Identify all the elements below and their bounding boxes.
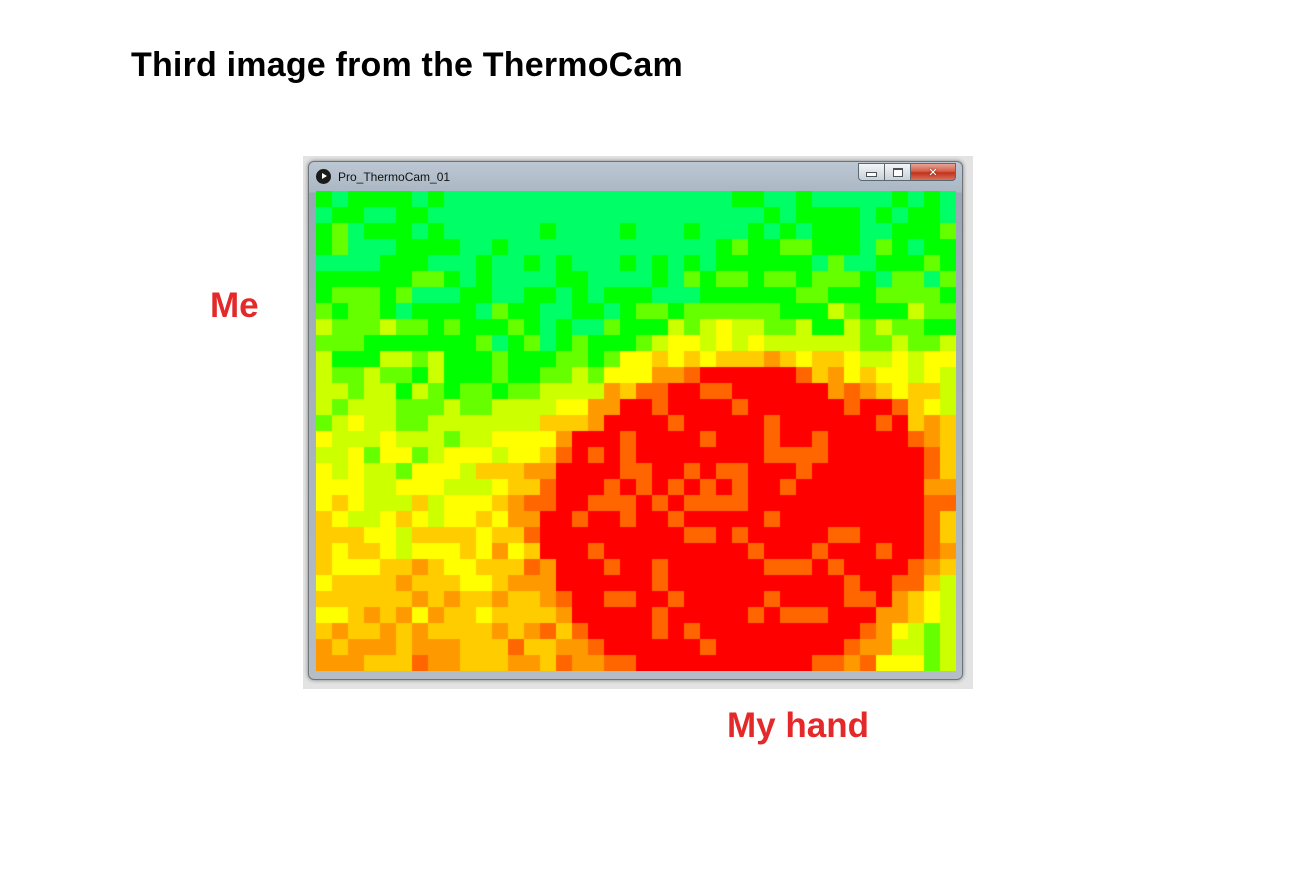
window-controls xyxy=(858,163,956,181)
maximize-icon[interactable] xyxy=(885,163,911,181)
close-icon[interactable] xyxy=(911,163,956,181)
page-title: Third image from the ThermoCam xyxy=(131,46,683,84)
window-title-bar[interactable]: Pro_ThermoCam_01 xyxy=(309,162,962,192)
window-title: Pro_ThermoCam_01 xyxy=(338,170,451,184)
annotation-me: Me xyxy=(210,286,259,325)
thermal-image-canvas xyxy=(316,191,956,671)
minimize-icon[interactable] xyxy=(858,163,885,181)
annotation-my-hand: My hand xyxy=(727,706,869,745)
play-icon[interactable] xyxy=(316,169,331,184)
thermocam-window: Pro_ThermoCam_01 xyxy=(308,161,963,680)
